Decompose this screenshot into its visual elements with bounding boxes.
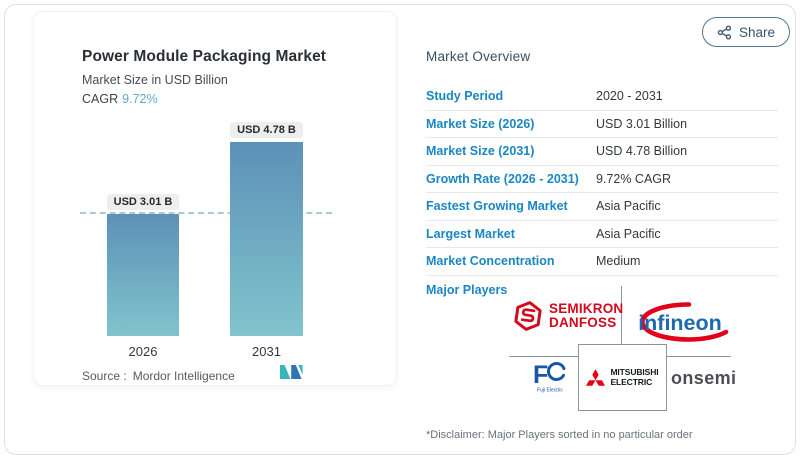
mitsubishi-wordmark-line2: ELECTRIC [610,376,653,387]
row-label: Growth Rate (2026 - 2031) [426,171,579,186]
players-grid-vline [621,286,622,344]
axis-label-2031: 2031 [252,344,281,359]
mitsubishi-diamonds-icon [586,369,606,386]
row-label: Fastest Growing Market [426,199,568,214]
source-value: Mordor Intelligence [132,369,235,383]
axis-label-2026: 2026 [128,344,158,359]
semikron-hexagon-icon [514,301,542,331]
cagr-label: CAGR [82,92,119,106]
bar-2026 [107,214,179,336]
fuji-caption: Fuji Electric [537,388,563,394]
row-value: 9.72% CAGR [596,171,672,186]
table-row: Study Period 2020 - 2031 [426,83,778,111]
chart-card: Power Module Packaging Market Market Siz… [33,11,397,386]
table-row: Market Size (2031) USD 4.78 Billion [426,138,778,166]
table-row: Largest Market Asia Pacific [426,221,778,248]
players-grid-hline-left [509,356,578,357]
bar-value-label-2031: USD 4.78 B [230,122,303,138]
major-players-label: Major Players [426,283,508,297]
logo-infineon: infineon [638,302,729,342]
cagr-line: CAGR 9.72% [82,92,158,106]
cagr-value: 9.72% [122,92,158,106]
table-row: Market Concentration Medium [426,248,778,276]
share-button[interactable]: Share [702,17,790,47]
logo-semikron-danfoss: SEMIKRON DANFOSS [513,300,623,332]
row-value: Medium [596,254,641,269]
fuji-fe-icon: F Fuji Electric [533,361,566,394]
mordor-intelligence-logo [280,365,303,379]
infineon-wordmark: infineon [638,311,722,335]
row-label: Market Size (2031) [426,144,535,159]
chart-subtitle: Market Size in USD Billion [82,73,228,87]
overview-title: Market Overview [426,49,531,64]
source-line: Source : Mordor Intelligence [82,369,235,383]
reference-dashed-line [80,212,332,214]
row-label: Study Period [426,89,504,104]
row-value: USD 4.78 Billion [596,144,688,159]
row-label: Largest Market [426,226,515,241]
table-row: Fastest Growing Market Asia Pacific [426,193,778,221]
row-value: Asia Pacific [596,199,661,214]
mitsubishi-wordmark-line1: MITSUBISHI [610,367,659,377]
fuji-f-glyph: F [533,361,548,389]
report-card: Share Power Module Packaging Market Mark… [4,4,796,455]
danfoss-wordmark-line2: DANFOSS [549,315,617,330]
table-row: Growth Rate (2026 - 2031) 9.72% CAGR [426,166,778,193]
bar-2031 [230,142,303,336]
source-label: Source : [82,369,127,383]
row-label: Market Size (2026) [426,116,535,131]
logo-onsemi: onsemi [671,368,737,388]
row-value: USD 3.01 Billion [596,116,688,131]
bar-value-label-2026: USD 3.01 B [107,194,179,210]
row-value: Asia Pacific [596,226,661,241]
share-icon [717,25,732,39]
share-label: Share [738,24,776,40]
row-value: 2020 - 2031 [596,89,663,104]
table-row: Market Size (2026) USD 3.01 Billion [426,111,778,138]
players-grid-hline-right [666,356,731,357]
logo-fuji-electric: F Fuji Electric [526,360,574,399]
semikron-wordmark-line1: SEMIKRON [549,301,624,316]
overview-table: Study Period 2020 - 2031 Market Size (20… [426,83,778,276]
row-label: Market Concentration [426,254,555,269]
logo-mitsubishi-electric: MITSUBISHI ELECTRIC [578,344,667,411]
chart-title: Power Module Packaging Market [82,48,327,65]
players-disclaimer: *Disclaimer: Major Players sorted in no … [426,429,693,441]
